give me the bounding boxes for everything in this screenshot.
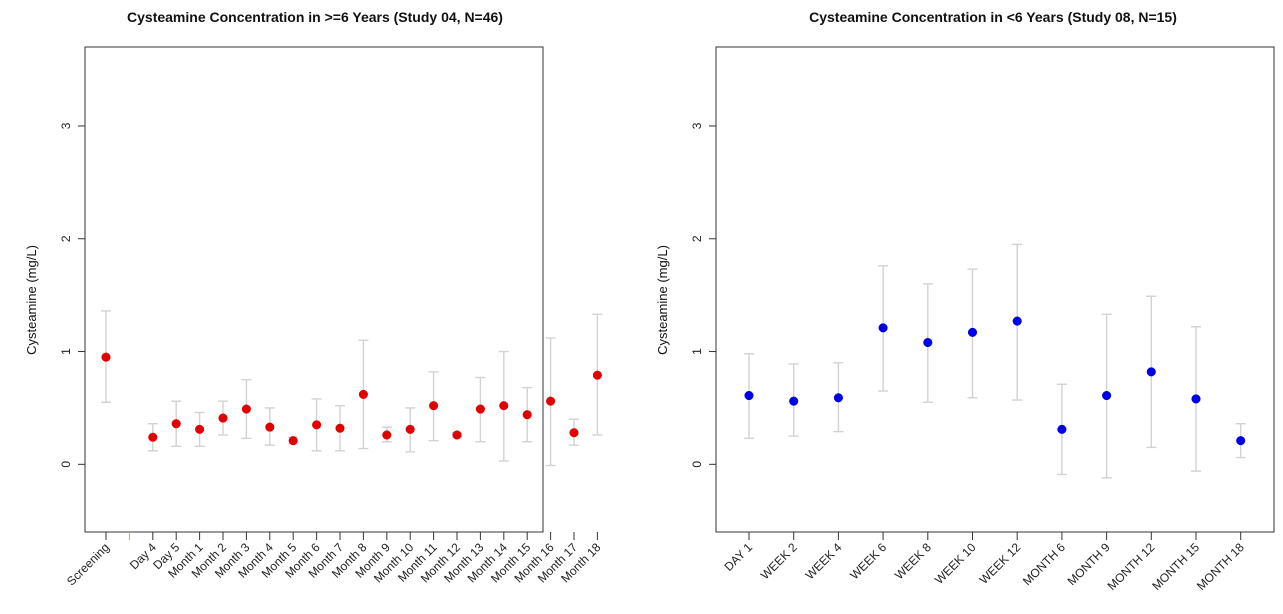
data-point [288,436,298,446]
data-marks-left [101,310,603,467]
y-axis-label-left: Cysteamine (mg/L) [24,245,39,355]
data-point [1236,436,1246,446]
data-point [335,423,345,433]
y-tick-label: 2 [59,235,73,242]
y-tick-label: 3 [690,122,704,129]
y-tick-label: 1 [690,348,704,355]
data-point [265,422,275,432]
chart-title-left: Cysteamine Concentration in >=6 Years (S… [127,9,503,25]
data-point [546,396,556,406]
data-point [923,337,933,348]
x-tick-label: Screening [64,540,112,588]
data-point [405,424,415,434]
data-point [241,404,251,414]
x-tick-label: WEEK 8 [892,540,934,582]
data-point [1191,394,1201,404]
data-point [967,327,978,337]
x-tick-label: WEEK 6 [847,540,889,582]
data-point [312,420,322,430]
data-point [195,424,205,434]
chart-title-right: Cysteamine Concentration in <6 Years (St… [809,9,1177,25]
data-point [475,404,485,414]
data-point [1146,367,1156,377]
data-point [592,370,602,380]
data-point [569,428,579,438]
y-tick-label: 1 [59,348,73,355]
data-point [789,396,799,406]
y-tick-label: 0 [59,461,73,468]
chart-panel-right: Cysteamine Concentration in <6 Years (St… [655,9,1275,593]
data-point [1102,390,1112,401]
x-tick-label: MONTH 18 [1194,540,1247,593]
data-point [429,401,439,411]
plot-frame-right [715,46,1275,533]
plot-frame-left [84,46,544,533]
data-point [148,432,158,442]
y-axis-left: 0 1 2 3 [59,122,85,468]
data-point [833,393,843,403]
x-tick-label: MONTH 15 [1149,540,1202,593]
y-tick-label: 2 [690,235,704,242]
data-point [101,352,111,362]
data-point [218,413,228,423]
x-tick-label: DAY 1 [721,540,755,574]
data-point [452,430,462,440]
y-tick-label: 0 [690,461,704,468]
data-point [1057,424,1067,434]
y-tick-label: 3 [59,122,73,129]
data-point [744,390,754,401]
data-point [382,430,392,440]
x-tick-label: WEEK 4 [803,540,845,582]
x-tick-label: MONTH 6 [1020,540,1068,588]
y-axis-right: 0 1 2 3 [690,122,716,468]
data-point [878,323,888,333]
x-tick-label: WEEK 12 [977,540,1024,587]
chart-panel-left: Cysteamine Concentration in >=6 Years (S… [24,9,604,588]
data-point [1012,316,1022,326]
data-point [522,410,532,420]
x-tick-label: WEEK 10 [932,540,979,587]
x-tick-label: MONTH 12 [1105,540,1158,593]
data-point [358,389,368,399]
data-point [499,401,509,411]
y-axis-label-right: Cysteamine (mg/L) [655,245,670,355]
data-point [171,419,181,429]
data-marks-right [744,243,1246,479]
x-tick-label: WEEK 2 [758,540,800,582]
